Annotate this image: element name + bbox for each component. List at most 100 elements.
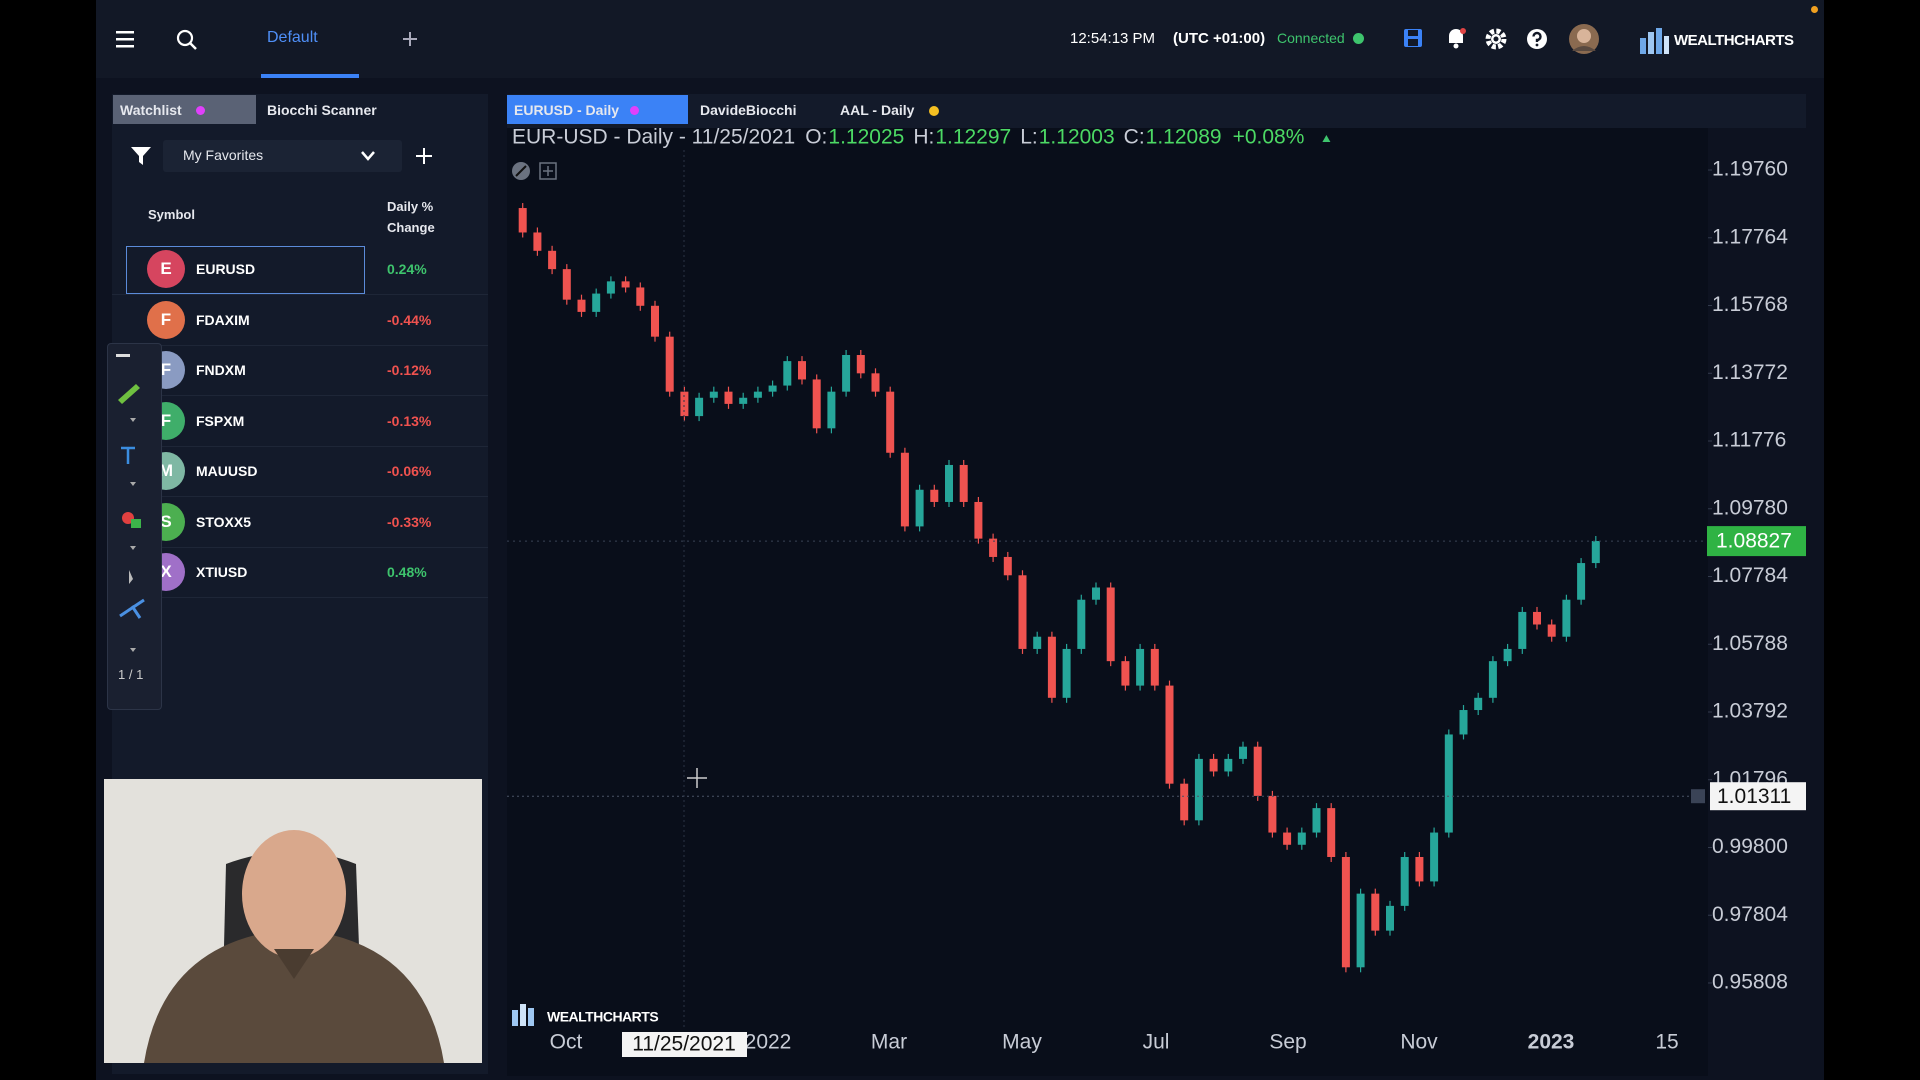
candle <box>1400 856 1409 906</box>
chart-tab[interactable]: EURUSD - Daily <box>514 102 620 118</box>
watchlist-tab[interactable]: Watchlist <box>120 102 182 118</box>
settings-button[interactable] <box>1484 27 1508 51</box>
candle <box>1327 808 1336 857</box>
watchlist-row[interactable] <box>112 497 488 548</box>
candle <box>709 391 718 398</box>
watchlist-row[interactable] <box>112 547 488 598</box>
candle <box>900 452 909 527</box>
candle <box>621 281 630 288</box>
webcam-video <box>104 779 482 1063</box>
candle <box>739 397 748 404</box>
symbol-name: FDAXIM <box>196 311 250 328</box>
candle <box>886 391 895 453</box>
y-tick-label: 1.03792 <box>1712 700 1788 723</box>
y-tick-label: 1.13772 <box>1712 361 1788 384</box>
symbol-name: EURUSD <box>196 261 256 277</box>
watchlist-row[interactable] <box>112 295 488 346</box>
y-tick-label: 1.05788 <box>1712 632 1788 655</box>
candle <box>606 281 615 294</box>
x-tick-label: 15 <box>1655 1031 1678 1054</box>
chart-controls[interactable] <box>512 162 557 180</box>
candle <box>856 355 865 374</box>
candle <box>724 391 733 404</box>
watchlist-row[interactable] <box>112 244 488 295</box>
timezone[interactable]: (UTC +01:00) <box>1173 30 1266 47</box>
daily-change: -0.12% <box>387 362 432 378</box>
chart-tab[interactable]: DavideBiocchi <box>700 102 797 118</box>
ohlc-label: L: <box>1020 126 1038 149</box>
candle <box>783 361 792 386</box>
candle <box>1577 563 1586 600</box>
candle <box>1562 599 1571 637</box>
brand-name: WEALTHCHARTS <box>1674 32 1794 49</box>
candle <box>1547 624 1556 637</box>
tab-dot <box>929 106 939 116</box>
help-button[interactable] <box>1525 27 1549 51</box>
x-tick-label: Sep <box>1269 1031 1306 1054</box>
dropdown-arrow <box>361 151 375 161</box>
candle <box>1194 758 1203 821</box>
y-tick-label: 1.07784 <box>1712 564 1788 587</box>
candle <box>1341 856 1350 968</box>
symbol-name: FNDXM <box>196 362 246 378</box>
candle <box>812 379 821 429</box>
candle <box>518 208 527 233</box>
column-header[interactable]: Symbol <box>148 207 195 222</box>
y-tick-label: 0.95808 <box>1712 971 1788 994</box>
list-dropdown[interactable] <box>163 140 402 172</box>
filter-button[interactable] <box>130 146 152 166</box>
ohlc-value: 1.12297 <box>935 126 1011 149</box>
scanner-tab[interactable]: Biocchi Scanner <box>267 102 377 118</box>
candle <box>1003 556 1012 576</box>
candle <box>651 305 659 337</box>
candle <box>1209 758 1218 772</box>
candle <box>1165 685 1174 784</box>
candle <box>871 373 880 392</box>
user-avatar[interactable] <box>1568 23 1600 55</box>
symbol-name: XTIUSD <box>196 564 248 580</box>
candle <box>592 293 601 312</box>
alerts-button[interactable] <box>1444 26 1468 50</box>
add-layout-button[interactable] <box>401 30 419 48</box>
candle <box>1136 648 1145 686</box>
price-axis-bg <box>1708 128 1806 1076</box>
drawing-tools[interactable] <box>110 348 158 668</box>
candle <box>1591 541 1600 564</box>
layout-tab[interactable]: Default <box>267 29 318 46</box>
watchlist-row[interactable] <box>112 446 488 497</box>
candle <box>798 361 806 380</box>
notification-dot <box>1811 6 1818 13</box>
x-tick-label: Nov <box>1400 1031 1438 1054</box>
candle <box>915 489 924 527</box>
watchlist-row[interactable] <box>112 396 488 447</box>
search-button[interactable] <box>175 28 199 52</box>
symbol-avatar: F <box>147 300 185 339</box>
candle <box>827 391 836 429</box>
daily-change: 0.48% <box>387 564 427 580</box>
chart-tab[interactable]: AAL - Daily <box>840 102 915 118</box>
last-price-box <box>1707 526 1806 557</box>
cursor <box>687 768 707 788</box>
ohlc-value: 1.12003 <box>1039 126 1115 149</box>
x-tick-label: Mar <box>871 1031 907 1054</box>
watchlist-row[interactable] <box>112 345 488 396</box>
status-dot <box>1353 33 1364 44</box>
add-symbol-button[interactable] <box>415 147 433 165</box>
candle <box>1121 661 1130 686</box>
y-tick-label: 1.19760 <box>1712 158 1788 181</box>
column-header[interactable]: Daily % Change <box>387 199 435 235</box>
toolbar-page: 1 / 1 <box>118 667 144 682</box>
candle <box>1062 648 1071 698</box>
candle <box>1533 611 1541 625</box>
menu-button[interactable] <box>114 28 138 50</box>
ohlc-value: 1.12025 <box>828 126 904 149</box>
ohlc-label: C: <box>1124 126 1145 149</box>
crosshair-date-label: 11/25/2021 <box>632 1033 736 1056</box>
candle <box>1312 808 1321 833</box>
save-button[interactable] <box>1402 27 1424 49</box>
candle <box>1518 611 1527 649</box>
symbol-avatar: E <box>147 250 185 288</box>
candle <box>768 385 777 392</box>
